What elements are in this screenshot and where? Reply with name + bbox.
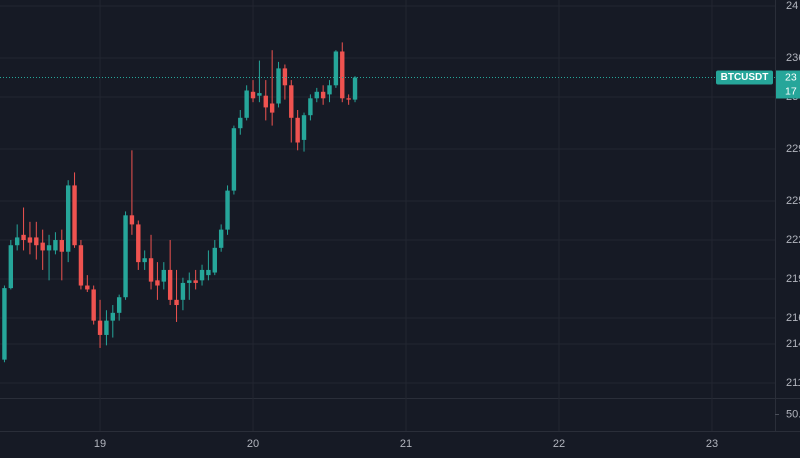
candle-body xyxy=(282,68,288,86)
candle-body xyxy=(91,289,96,321)
candle-body xyxy=(40,242,45,251)
candle-body xyxy=(116,297,122,313)
y-tick-label: 211 xyxy=(786,377,800,389)
candle-body xyxy=(257,93,262,96)
candle-body xyxy=(97,320,103,335)
price-badge xyxy=(776,70,800,99)
candle-body xyxy=(72,185,77,246)
candle-body xyxy=(295,117,300,143)
candle-body xyxy=(34,237,39,246)
candle-body xyxy=(314,91,319,99)
candle-body xyxy=(206,269,211,276)
candle-body xyxy=(123,215,128,298)
candle-body xyxy=(27,237,33,243)
candle-body xyxy=(142,258,147,263)
price-label: 23 xyxy=(785,71,797,83)
y-tick-label: 214 xyxy=(786,338,800,350)
y-tick-label: 219 xyxy=(786,273,800,285)
candle-body xyxy=(193,280,198,283)
candle-body xyxy=(180,282,186,300)
y-tick-label: 229 xyxy=(786,143,800,155)
candle-body xyxy=(174,299,179,306)
candle-body xyxy=(346,98,351,100)
countdown-label: 17 xyxy=(785,85,797,97)
candle-body xyxy=(8,245,14,289)
candle-body xyxy=(340,51,345,99)
candle-body xyxy=(212,247,217,273)
y-tick-label: 216 xyxy=(786,312,800,324)
candle-body xyxy=(104,320,109,335)
candle-body xyxy=(301,115,307,140)
candle-body xyxy=(238,117,243,129)
candle-body xyxy=(155,280,160,286)
y-tick-label: 225 xyxy=(786,195,800,207)
candle-body xyxy=(65,185,71,252)
candle-body xyxy=(289,85,294,118)
candle-body xyxy=(352,77,358,100)
candle-body xyxy=(199,269,205,281)
candle-body xyxy=(2,288,7,360)
candle-body xyxy=(333,51,339,86)
candle-body xyxy=(167,269,173,300)
candle-body xyxy=(308,98,313,116)
symbol-badge xyxy=(716,70,773,85)
candle-body xyxy=(161,269,166,282)
candle-body xyxy=(276,68,281,104)
candle-body xyxy=(78,245,84,286)
candle-body xyxy=(53,240,58,251)
symbol-label: BTCUSDT xyxy=(721,72,769,83)
candle-body xyxy=(59,240,65,252)
candle-body xyxy=(136,224,141,263)
y-tick-label: 50. xyxy=(786,408,800,420)
candle-body xyxy=(269,103,275,113)
candle-body xyxy=(129,215,135,225)
candle-body xyxy=(327,85,332,95)
x-tick-label: 23 xyxy=(706,438,718,450)
x-tick-label: 19 xyxy=(94,438,106,450)
x-tick-label: 21 xyxy=(400,438,412,450)
candle-body xyxy=(21,234,26,241)
candle-body xyxy=(14,237,20,246)
candle-body xyxy=(244,90,249,118)
candle-body xyxy=(250,91,256,99)
candle-body xyxy=(320,91,326,99)
candle-body xyxy=(263,95,268,108)
candle-body xyxy=(225,190,230,230)
candle-body xyxy=(231,128,237,191)
candle-body xyxy=(218,229,224,248)
candle-body xyxy=(85,285,90,290)
candle-body xyxy=(110,312,115,321)
x-tick-label: 20 xyxy=(247,438,259,450)
x-tick-label: 22 xyxy=(553,438,565,450)
candle-body xyxy=(187,280,192,283)
y-tick-label: 236 xyxy=(786,52,800,64)
candle-body xyxy=(148,258,154,282)
y-tick-label: 222 xyxy=(786,234,800,246)
y-tick-label: 24 xyxy=(786,0,798,12)
candle-body xyxy=(46,245,52,251)
